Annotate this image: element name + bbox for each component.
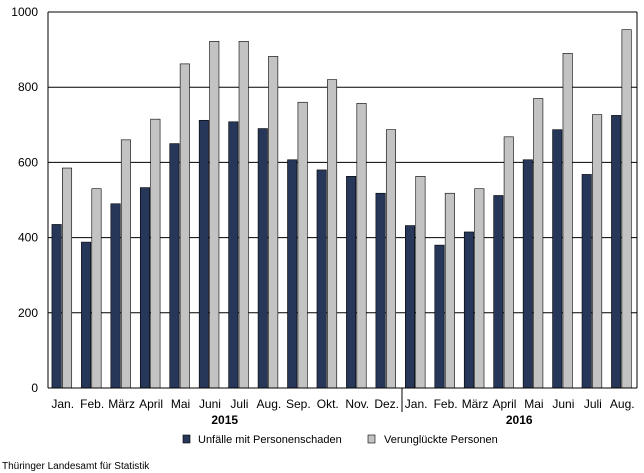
year-label-2015: 2015 [211, 413, 238, 427]
bar-unfaelle-14 [463, 231, 474, 389]
bar-verunglueckte-3 [150, 118, 161, 389]
y-tick-labels: 0 200 400 600 800 1000 [11, 5, 38, 395]
y-tick-label: 0 [31, 381, 38, 395]
bar-unfaelle-5 [198, 119, 209, 389]
source-note: Thüringer Landesamt für Statistik [2, 461, 150, 472]
bar-unfaelle-16 [522, 159, 533, 389]
bar-unfaelle-3 [139, 187, 150, 389]
bar-unfaelle-10 [346, 176, 357, 389]
axes [47, 11, 638, 412]
x-tick-label: Mai [171, 397, 190, 411]
x-tick-labels: Jan. Feb. März April Mai Juni Juli Aug. Sep. Okt.… [51, 397, 634, 411]
bar-verunglueckte-18 [592, 114, 603, 389]
bar-unfaelle-4 [169, 143, 180, 389]
bar-verunglueckte-17 [562, 53, 573, 389]
legend-label-unfaelle: Unfälle mit Personenschaden [198, 434, 342, 446]
x-tick-label: Jan. [405, 397, 428, 411]
x-tick-label: Juli [584, 397, 602, 411]
bar-unfaelle-19 [611, 115, 622, 389]
bar-unfaelle-17 [552, 129, 563, 389]
bar-verunglueckte-12 [415, 176, 426, 389]
legend-label-verunglueckte: Verunglückte Personen [384, 434, 498, 446]
y-tick-label: 1000 [11, 5, 38, 19]
bar-verunglueckte-2 [120, 139, 131, 389]
bar-verunglueckte-6 [238, 41, 249, 389]
bar-unfaelle-1 [81, 241, 92, 389]
x-tick-label: April [492, 397, 516, 411]
bar-verunglueckte-13 [444, 192, 455, 389]
x-tick-label: März [462, 397, 489, 411]
legend-swatch-verunglueckte [367, 434, 376, 444]
x-tick-label: Aug. [610, 397, 635, 411]
bar-verunglueckte-0 [62, 167, 73, 389]
bar-unfaelle-9 [316, 169, 327, 389]
bar-unfaelle-7 [257, 128, 268, 389]
x-tick-label: Okt. [317, 397, 339, 411]
x-tick-label: Juni [552, 397, 574, 411]
x-tick-label: April [139, 397, 163, 411]
legend: Unfälle mit Personenschaden Verunglückte… [182, 434, 498, 446]
y-tick-label: 600 [18, 155, 38, 169]
bar-verunglueckte-1 [91, 188, 102, 389]
bar-unfaelle-18 [581, 174, 592, 389]
bar-unfaelle-6 [228, 121, 239, 389]
y-tick-label: 200 [18, 306, 38, 320]
bar-unfaelle-8 [287, 159, 298, 389]
x-tick-label: Feb. [434, 397, 458, 411]
bar-verunglueckte-5 [209, 41, 220, 389]
x-tick-label: Juni [199, 397, 221, 411]
bar-verunglueckte-14 [474, 188, 485, 389]
bar-verunglueckte-19 [621, 29, 632, 389]
x-tick-label: Jan. [51, 397, 74, 411]
bar-verunglueckte-15 [503, 136, 514, 389]
y-tick-label: 800 [18, 80, 38, 94]
year-labels: 2015 2016 [211, 413, 533, 427]
x-tick-label: Juli [230, 397, 248, 411]
bar-unfaelle-13 [434, 244, 445, 389]
x-tick-label: Aug. [257, 397, 282, 411]
bar-unfaelle-12 [405, 225, 416, 389]
x-tick-label: Dez. [374, 397, 399, 411]
bar-unfaelle-15 [493, 195, 504, 389]
bar-verunglueckte-9 [327, 79, 338, 389]
x-tick-label: Mai [524, 397, 543, 411]
y-tick-label: 400 [18, 231, 38, 245]
bar-verunglueckte-8 [297, 101, 308, 389]
bar-verunglueckte-11 [385, 129, 396, 389]
bars [51, 29, 632, 389]
x-tick-label: Sep. [286, 397, 311, 411]
year-label-2016: 2016 [506, 413, 533, 427]
bar-unfaelle-0 [51, 224, 62, 389]
x-tick-label: Feb. [80, 397, 104, 411]
x-tick-label: März [108, 397, 135, 411]
bar-unfaelle-2 [110, 203, 121, 389]
bar-verunglueckte-16 [533, 98, 544, 389]
bar-verunglueckte-4 [179, 63, 190, 389]
legend-swatch-unfaelle [182, 434, 191, 444]
x-tick-label: Nov. [345, 397, 369, 411]
bar-verunglueckte-7 [268, 56, 279, 389]
bar-unfaelle-11 [375, 192, 386, 389]
bar-verunglueckte-10 [356, 103, 367, 389]
